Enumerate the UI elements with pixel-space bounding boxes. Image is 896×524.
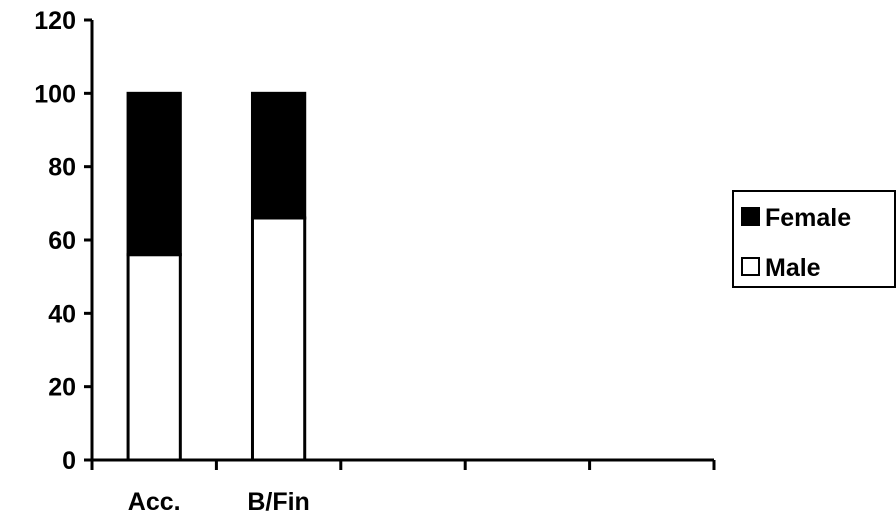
y-tick-label: 60: [48, 227, 76, 255]
bar-female-1: [250, 91, 307, 220]
category-label: B/Fin: [247, 488, 310, 516]
y-tick-label: 20: [48, 374, 76, 402]
legend-label-female: Female: [765, 204, 851, 232]
bar-female-0: [126, 91, 182, 257]
legend-label-male: Male: [765, 254, 821, 282]
y-tick-label: 0: [62, 447, 76, 475]
category-labels: Acc. B/Fin: [128, 488, 310, 516]
bar-male-0: [126, 253, 182, 462]
y-tick-label: 40: [48, 300, 76, 328]
x-axis: [90, 458, 716, 470]
y-tick-label: 120: [34, 7, 76, 35]
legend-swatch-male: [741, 257, 760, 276]
y-tick-label: 100: [34, 80, 76, 108]
category-label: Acc.: [128, 488, 181, 516]
legend-swatch-female: [741, 207, 760, 226]
bars: [126, 91, 307, 462]
y-tick-label: 80: [48, 154, 76, 182]
bar-male-1: [250, 216, 307, 462]
legend: Female Male: [732, 190, 896, 288]
y-axis: 0 20 40 60 80 100 120: [34, 7, 94, 475]
